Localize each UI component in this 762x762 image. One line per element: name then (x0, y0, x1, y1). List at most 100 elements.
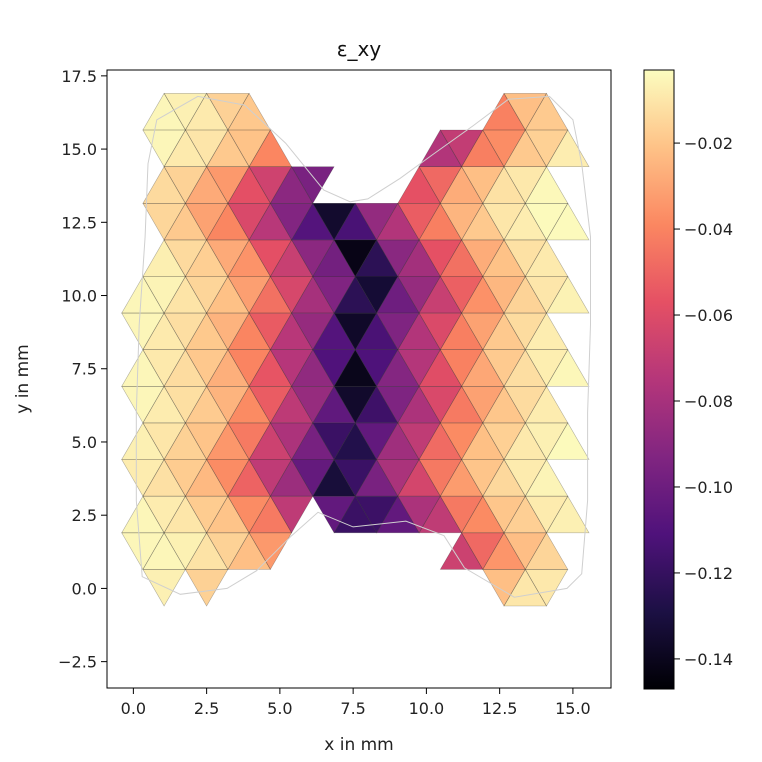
mesh-cell (333, 239, 378, 278)
strain-cell (334, 422, 377, 460)
mesh-cell (376, 349, 420, 387)
mesh-cell (227, 166, 271, 204)
mesh-cell (503, 495, 548, 534)
mesh-cell (376, 422, 420, 460)
mesh-cell (206, 202, 250, 241)
mesh-cell (206, 129, 250, 167)
mesh-cell (376, 275, 420, 314)
mesh-cell (206, 239, 250, 278)
strain-cell (270, 276, 313, 314)
mesh-cell (524, 239, 569, 277)
mesh-cell (482, 569, 526, 607)
strain-cell (227, 496, 271, 533)
strain-cell (206, 239, 250, 277)
strain-cell (546, 203, 589, 240)
mesh-cell (482, 458, 526, 497)
mesh-cell (354, 349, 399, 387)
strain-cell (440, 276, 483, 314)
strain-cell (397, 239, 441, 277)
strain-cell (419, 349, 462, 387)
mesh-cell (503, 532, 548, 570)
mesh-cell (397, 349, 441, 387)
mesh-cell (248, 239, 293, 278)
mesh-cell (333, 459, 378, 497)
strain-cell (142, 130, 186, 167)
strain-cell (525, 166, 568, 204)
mesh-cell (461, 532, 505, 570)
strain-cell (312, 276, 356, 314)
mesh-cell (227, 276, 271, 314)
strain-cell (249, 130, 292, 167)
mesh-cell (184, 312, 229, 351)
mesh-cell (291, 459, 335, 497)
x-tick-label: 0.0 (121, 699, 146, 718)
mesh-cell (142, 385, 186, 424)
strain-cell (419, 276, 462, 314)
mesh-cell (439, 495, 484, 534)
strain-cell (206, 166, 250, 204)
strain-cell (291, 166, 335, 204)
strain-cell (525, 130, 568, 167)
mesh-cell (397, 166, 441, 204)
strain-cell (461, 459, 504, 497)
strain-cell (482, 569, 526, 606)
mesh-cell (206, 93, 250, 131)
strain-cell (504, 532, 547, 570)
strain-cell (249, 276, 292, 314)
strain-cell (270, 239, 313, 277)
mesh-cell (184, 166, 229, 204)
strain-cell (227, 203, 271, 240)
strain-cell (185, 166, 228, 204)
strain-cell (440, 532, 483, 570)
strain-cell (440, 203, 483, 240)
mesh-cell (524, 458, 569, 497)
mesh-cell (184, 203, 229, 241)
strain-cell (227, 313, 271, 350)
strain-cell (525, 422, 568, 460)
mesh-cell (269, 239, 314, 277)
mesh-cell (312, 385, 356, 424)
y-tick-label: 5.0 (72, 433, 97, 452)
strain-cell (164, 276, 207, 314)
mesh-cell (333, 275, 378, 314)
y-tick-label: 7.5 (72, 360, 97, 379)
strain-cell (355, 422, 398, 460)
strain-cell (461, 313, 504, 350)
strain-cell (270, 459, 313, 497)
mesh-cell (206, 532, 250, 570)
mesh-cell (312, 276, 356, 314)
strain-cell (206, 276, 250, 314)
strain-cell (546, 276, 589, 314)
mesh-cell (482, 129, 526, 168)
strain-cell (482, 276, 526, 314)
mesh-cell (142, 495, 186, 534)
mesh-cell (291, 166, 335, 204)
mesh-cell (312, 458, 356, 497)
strain-cell (270, 496, 313, 533)
mesh-cell (461, 385, 505, 424)
strain-cell (440, 496, 483, 533)
strain-cell (440, 386, 483, 423)
mesh-cell (354, 276, 399, 314)
mesh-cell (333, 349, 378, 387)
strain-cell (164, 386, 207, 423)
mesh-cell (291, 275, 335, 314)
strain-cell (206, 313, 250, 350)
mesh-cell (524, 203, 569, 241)
mesh-cell (503, 166, 548, 204)
strain-cell (504, 459, 547, 497)
strain-cell (397, 166, 441, 204)
mesh-cell (545, 275, 590, 314)
strain-cell (482, 203, 526, 240)
mesh-cell (439, 276, 484, 314)
strain-cell (355, 203, 398, 240)
strain-cell (249, 313, 292, 350)
mesh-cell (461, 129, 505, 167)
mesh-cell (397, 203, 441, 241)
mesh-cell (142, 422, 186, 461)
mesh-cell (163, 459, 208, 497)
strain-cell (227, 386, 271, 423)
mesh-cell (184, 92, 229, 131)
mesh-cell (248, 385, 293, 424)
colorbar-tick-label: −0.14 (684, 650, 733, 669)
